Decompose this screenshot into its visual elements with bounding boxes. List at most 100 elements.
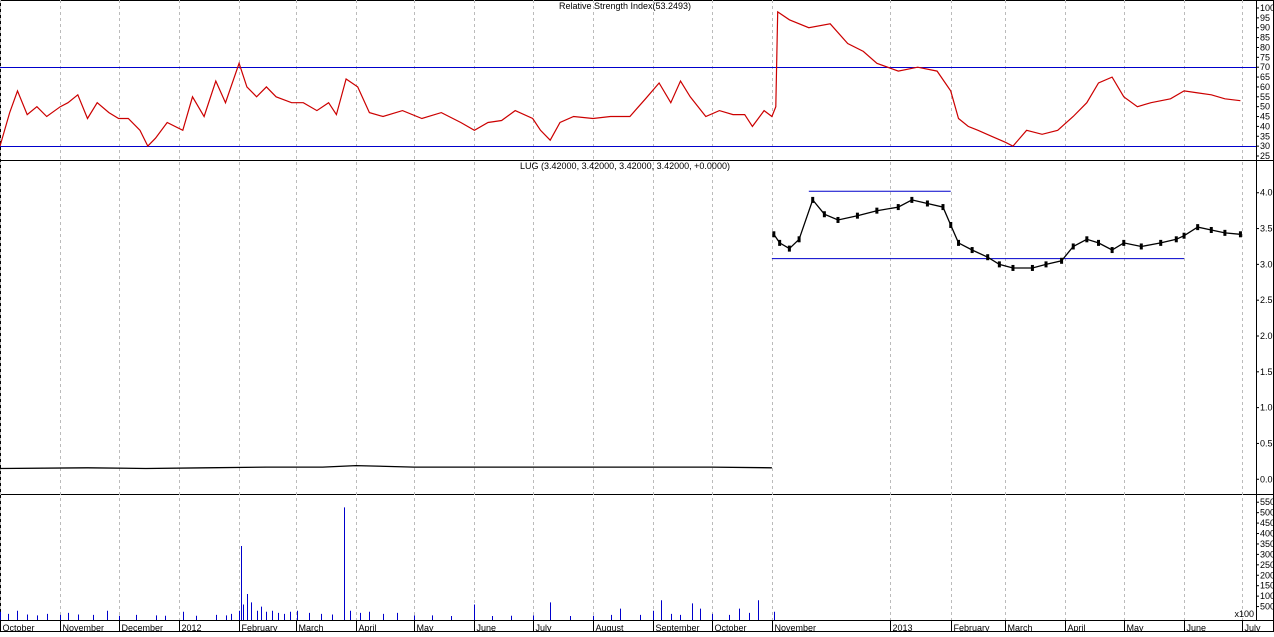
price-candle <box>997 261 1001 268</box>
y-tick-label: 10000 <box>1260 591 1274 601</box>
y-tick-label: 70 <box>1260 62 1270 72</box>
price-candle <box>836 216 840 223</box>
y-tick-label: 2.0 <box>1260 331 1273 341</box>
x-tick-label: April <box>1068 623 1086 632</box>
price-series-line <box>0 464 772 470</box>
price-candle <box>1174 236 1178 243</box>
y-tick-label: 50 <box>1260 102 1270 112</box>
x-tick-label: October <box>3 623 35 632</box>
price-candle <box>822 211 826 218</box>
x-tick-label: 2012 <box>182 623 202 632</box>
price-candle <box>970 247 974 254</box>
y-tick-label: 0.5 <box>1260 438 1273 448</box>
price-candle <box>1110 247 1114 254</box>
x-tick-label: December <box>122 623 164 632</box>
x-tick-label: April <box>359 623 377 632</box>
price-candle <box>1122 239 1126 246</box>
price-candle <box>941 204 945 211</box>
x-tick-label: August <box>596 623 625 632</box>
y-tick-label: 45000 <box>1260 518 1274 528</box>
y-tick-label: 1.5 <box>1260 367 1273 377</box>
price-candle <box>957 239 961 246</box>
y-tick-label: 2.5 <box>1260 295 1273 305</box>
y-tick-label: 60 <box>1260 82 1270 92</box>
y-tick-label: 40000 <box>1260 529 1274 539</box>
price-candle <box>811 196 815 203</box>
price-pane-title: LUG (3.42000, 3.42000, 3.42000, 3.42000,… <box>520 161 730 171</box>
y-tick-label: 90 <box>1260 23 1270 33</box>
x-tick-label: March <box>299 623 324 632</box>
y-tick-label: 100 <box>1260 3 1274 13</box>
price-candle <box>1030 264 1034 271</box>
x-tick-label: May <box>417 623 435 632</box>
y-tick-label: 25 <box>1260 151 1270 161</box>
y-tick-label: 40 <box>1260 121 1270 131</box>
price-candle <box>855 212 859 219</box>
volume-unit-label: x100 <box>1234 609 1254 619</box>
price-candle <box>896 204 900 211</box>
price-candle <box>1044 261 1048 268</box>
y-tick-label: 30000 <box>1260 549 1274 559</box>
y-tick-label: 0.0 <box>1260 474 1273 484</box>
x-tick-label: October <box>715 623 747 632</box>
x-tick-label: September <box>656 623 700 632</box>
price-candle <box>1085 236 1089 243</box>
y-tick-label: 3.0 <box>1260 259 1273 269</box>
price-candle <box>797 236 801 243</box>
price-candle <box>1182 232 1186 239</box>
price-candle <box>1209 226 1213 233</box>
y-tick-label: 4.0 <box>1260 188 1273 198</box>
x-tick-label: February <box>242 623 279 632</box>
price-candle <box>925 200 929 207</box>
y-tick-label: 65 <box>1260 72 1270 82</box>
rsi-series-line <box>0 10 1241 148</box>
x-tick-label: November <box>63 623 105 632</box>
y-tick-label: 30 <box>1260 141 1270 151</box>
price-candle <box>1196 224 1200 231</box>
x-tick-label: March <box>1008 623 1033 632</box>
x-tick-label: November <box>775 623 817 632</box>
y-tick-label: 80 <box>1260 42 1270 52</box>
y-tick-label: 55 <box>1260 92 1270 102</box>
y-tick-label: 55000 <box>1260 497 1274 507</box>
price-candle <box>778 239 782 246</box>
price-candle <box>1097 239 1101 246</box>
rsi-pane-title: Relative Strength Index(53.2493) <box>559 1 691 11</box>
price-series-line <box>773 198 1241 269</box>
y-tick-label: 1.0 <box>1260 403 1273 413</box>
price-candle <box>1223 229 1227 236</box>
y-tick-label: 5000 <box>1260 602 1274 612</box>
y-tick-label: 15000 <box>1260 581 1274 591</box>
y-tick-label: 20000 <box>1260 570 1274 580</box>
price-candle <box>772 231 776 238</box>
y-tick-label: 95 <box>1260 13 1270 23</box>
y-tick-label: 45 <box>1260 112 1270 122</box>
price-candle <box>1159 239 1163 246</box>
x-tick-label: June <box>477 623 497 632</box>
x-tick-label: July <box>1245 623 1262 632</box>
x-tick-label: February <box>954 623 991 632</box>
price-candle <box>1060 257 1064 264</box>
price-candle <box>1238 231 1242 238</box>
y-tick-label: 50000 <box>1260 508 1274 518</box>
price-candle <box>1011 264 1015 271</box>
price-candle <box>787 245 791 252</box>
y-tick-label: 35 <box>1260 131 1270 141</box>
y-tick-label: 25000 <box>1260 560 1274 570</box>
price-candle <box>986 254 990 261</box>
y-tick-label: 75 <box>1260 52 1270 62</box>
price-candle <box>875 207 879 214</box>
price-candle <box>1139 243 1143 250</box>
y-tick-label: 3.5 <box>1260 224 1273 234</box>
x-tick-label: 2013 <box>893 623 913 632</box>
price-candle <box>1071 243 1075 250</box>
x-tick-label: May <box>1127 623 1145 632</box>
x-tick-label: June <box>1187 623 1207 632</box>
x-tick-label: July <box>536 623 553 632</box>
y-tick-label: 35000 <box>1260 539 1274 549</box>
price-candle <box>949 221 953 228</box>
price-candle <box>910 196 914 203</box>
